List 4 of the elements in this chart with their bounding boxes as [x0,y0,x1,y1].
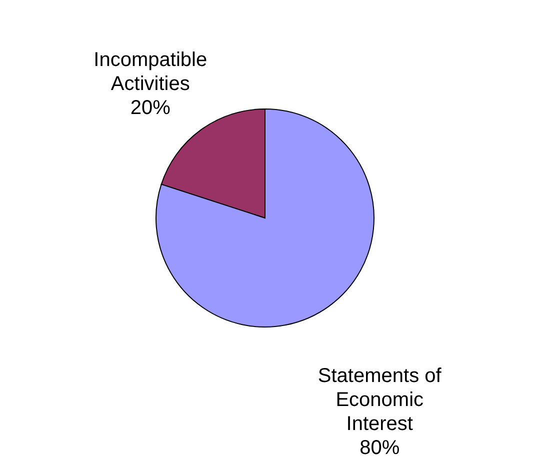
data-label: 20% [130,97,171,120]
data-label: 80% [360,436,400,459]
slice-label: Incompatible Activities [94,49,208,96]
slice-label: Statements of Economic Interest [318,364,442,435]
